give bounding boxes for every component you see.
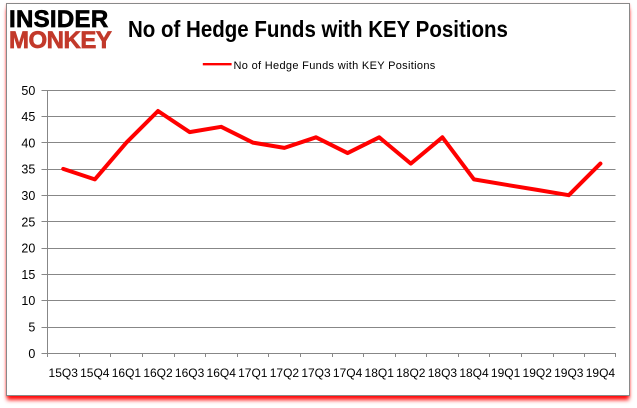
svg-text:0: 0 — [28, 347, 35, 361]
svg-text:15: 15 — [21, 268, 35, 282]
svg-text:18Q1: 18Q1 — [365, 366, 395, 380]
svg-text:16Q2: 16Q2 — [143, 366, 173, 380]
svg-text:No of Hedge Funds with KEY Pos: No of Hedge Funds with KEY Positions — [234, 60, 436, 72]
svg-text:19Q2: 19Q2 — [523, 366, 553, 380]
svg-text:18Q3: 18Q3 — [428, 366, 458, 380]
svg-text:25: 25 — [21, 215, 35, 229]
svg-text:15Q4: 15Q4 — [80, 366, 110, 380]
svg-text:18Q4: 18Q4 — [459, 366, 489, 380]
svg-text:16Q3: 16Q3 — [175, 366, 205, 380]
svg-text:16Q4: 16Q4 — [207, 366, 237, 380]
svg-text:17Q3: 17Q3 — [301, 366, 331, 380]
svg-text:18Q2: 18Q2 — [396, 366, 426, 380]
svg-text:17Q1: 17Q1 — [238, 366, 268, 380]
svg-text:20: 20 — [21, 242, 35, 256]
svg-text:30: 30 — [21, 189, 35, 203]
svg-text:45: 45 — [21, 110, 35, 124]
svg-text:10: 10 — [21, 294, 35, 308]
svg-text:40: 40 — [21, 136, 35, 150]
svg-text:35: 35 — [21, 163, 35, 177]
svg-text:5: 5 — [28, 321, 35, 335]
svg-text:15Q3: 15Q3 — [49, 366, 79, 380]
svg-text:16Q1: 16Q1 — [112, 366, 142, 380]
svg-text:19Q4: 19Q4 — [586, 366, 616, 380]
svg-text:17Q2: 17Q2 — [270, 366, 300, 380]
svg-text:19Q3: 19Q3 — [554, 366, 584, 380]
svg-text:50: 50 — [21, 84, 35, 98]
svg-text:19Q1: 19Q1 — [491, 366, 521, 380]
svg-text:17Q4: 17Q4 — [333, 366, 363, 380]
